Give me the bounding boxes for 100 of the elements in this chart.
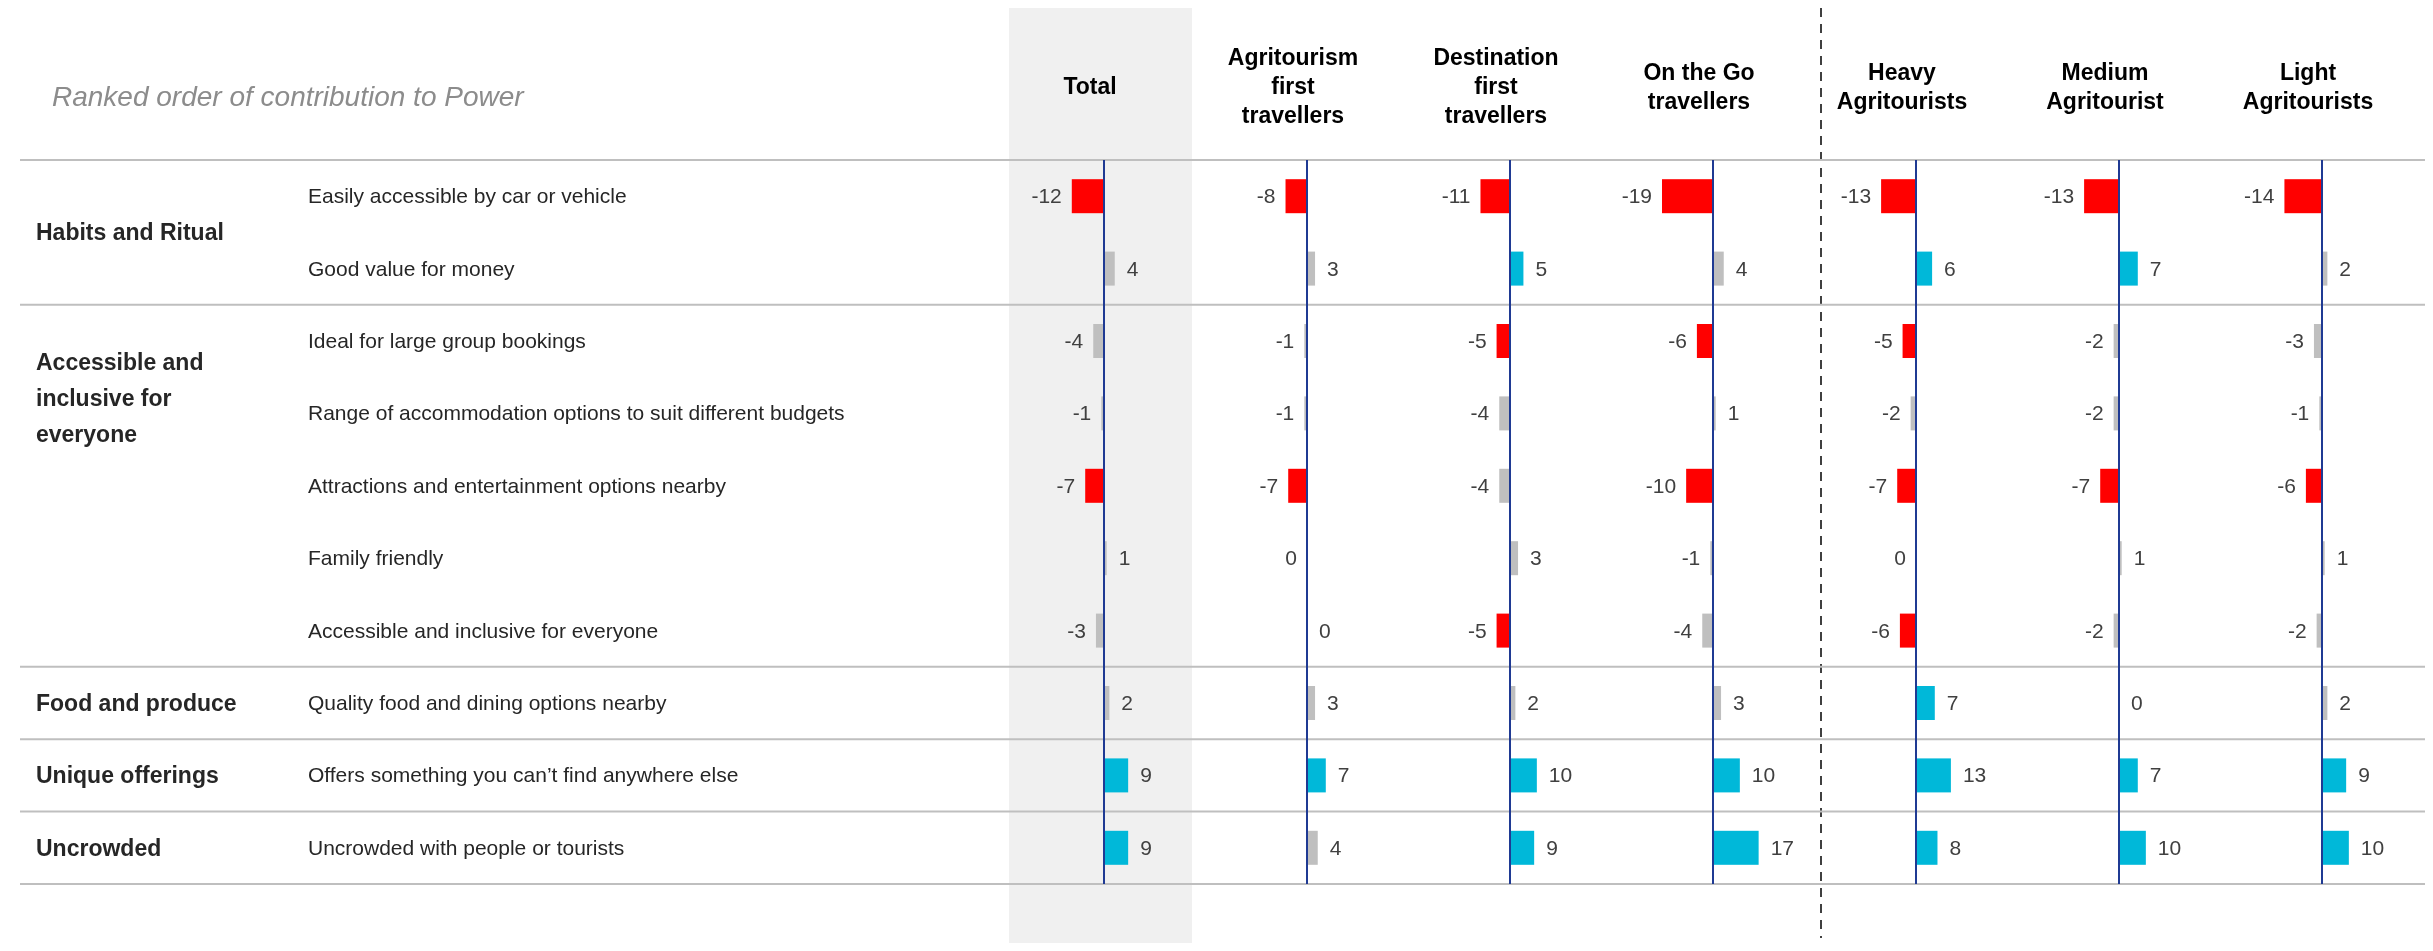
data-label: 3 [1733,691,1745,714]
data-label: -7 [1259,473,1279,497]
y-tick-label: Good value for money [308,256,516,280]
data-label: -12 [1031,184,1062,208]
text: Food and produce [36,690,237,716]
data-label: 3 [1530,546,1542,570]
data-label: -1 [2290,401,2310,425]
bar [1085,468,1104,503]
data-label: -10 [1645,473,1677,497]
data-label: 9 [1140,763,1152,787]
data-label: -3 [2285,329,2304,352]
bar [2305,468,2322,503]
data-label: 8 [1949,835,1962,859]
data-label: 7 [2149,256,2162,280]
data-label: 4 [1126,256,1139,280]
bar [2284,179,2322,214]
y-tick-label: Uncrowded with people or tourists [308,835,625,859]
bar [1899,613,1916,648]
bar [1713,758,1740,793]
data-label: -4 [1470,473,1490,497]
data-label: 4 [1735,256,1748,280]
bar [1307,758,1326,793]
data-label: 1 [1727,401,1740,425]
bar [2119,758,2138,793]
data-label: -2 [2287,618,2307,642]
bar [1686,468,1713,503]
data-label: -6 [1668,329,1687,352]
chart-title: Medium Agritourist [2046,58,2165,114]
data-label: -2 [1881,401,1901,425]
bar [1713,830,1759,865]
y-tick-label: Easily accessible by car or vehicle [308,184,627,208]
bar [1104,758,1129,793]
data-label: 9 [2358,763,2370,787]
data-label: 17 [1770,835,1794,859]
chart-title: Light Agritourists [2242,58,2374,114]
bar [1093,324,1104,358]
data-label: -3 [1067,618,1086,642]
data-label: -4 [1470,401,1490,425]
bar [1897,468,1916,503]
data-label: -7 [1868,473,1888,497]
data-label: -4 [1673,618,1693,642]
bar [1916,686,1935,720]
y-tick-label: Range of accommodation options to suit different budgets [308,401,845,425]
data-label: -1 [1275,329,1295,352]
data-label: 2 [1121,691,1134,714]
chart-title: Heavy Agritourists [1836,58,1968,114]
bar [2100,468,2119,503]
data-label: 7 [2149,763,2162,787]
bar [1662,179,1713,214]
bar [1104,830,1129,865]
bar [1499,468,1510,503]
bar [1499,396,1510,431]
data-label: 0 [1285,546,1297,570]
data-label: 13 [1962,763,1987,787]
data-label: -8 [1256,184,1276,208]
data-label: 3 [1327,691,1339,714]
y-tick-label: Attractions and entertainment options nearby [308,473,727,497]
chart-title: On the Go travellers [1643,58,1755,114]
data-label: 9 [1546,835,1558,859]
data-label: -7 [2071,473,2091,497]
bar [1916,758,1951,793]
data-label: 2 [2339,256,2352,280]
data-label: -6 [1871,618,1890,642]
data-label: -4 [1064,329,1084,352]
data-label: 0 [2131,691,2143,714]
data-label: -14 [2244,184,2275,208]
data-label: 2 [2339,691,2352,714]
bar [1285,179,1307,214]
bar [1916,251,1933,286]
data-label: 10 [2157,835,2182,859]
y-tick-label: Family friendly [308,546,444,570]
text: Unique offerings [36,762,219,789]
data-label: -5 [1873,329,1893,352]
y-tick-label: Accessible and inclusive for everyone [308,618,659,642]
bar [1288,468,1307,503]
chart-title: Destination first travellers [1433,44,1559,128]
bar [1916,830,1938,865]
data-label: 5 [1535,256,1548,280]
data-label: -1 [1275,401,1295,425]
data-label: 10 [2360,835,2385,859]
data-label: 1 [2336,546,2349,570]
data-label: -13 [2043,184,2075,208]
data-label: 0 [1319,618,1331,642]
bar [2119,251,2138,286]
bar [1702,613,1713,648]
data-label: -1 [1681,546,1701,570]
data-label: 3 [1327,256,1339,280]
data-label: 4 [1329,835,1342,859]
bar [2322,830,2349,865]
chart-title: Total [1063,73,1117,99]
bar [2119,830,2146,865]
bar [1071,179,1104,214]
bar [2322,758,2347,793]
data-label: -2 [2084,329,2104,352]
bar [1104,251,1115,286]
bar [1480,179,1510,214]
bar [1510,830,1535,865]
data-label: 6 [1944,256,1956,280]
data-label: -1 [1072,401,1092,425]
data-label: 7 [1337,763,1350,787]
